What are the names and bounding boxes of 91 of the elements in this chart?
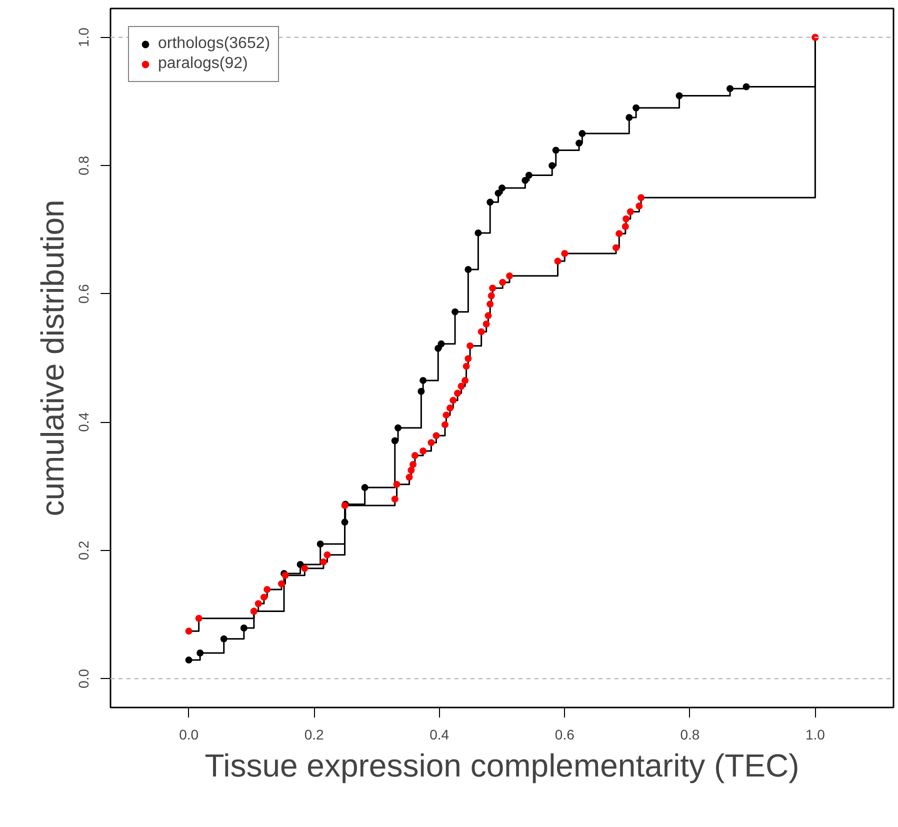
point	[260, 594, 268, 601]
point	[576, 140, 583, 147]
point	[474, 229, 482, 236]
point	[442, 421, 448, 428]
point	[428, 439, 435, 446]
point	[612, 244, 620, 252]
point	[406, 474, 413, 481]
point	[434, 344, 442, 352]
point	[506, 272, 514, 280]
point	[394, 424, 402, 432]
x-tick-label: 0.4	[430, 726, 450, 742]
point	[393, 480, 400, 488]
point	[320, 558, 327, 566]
point	[240, 624, 248, 632]
x-tick-label: 0.8	[680, 726, 700, 742]
point	[636, 202, 643, 210]
point	[676, 92, 683, 100]
point	[578, 130, 586, 138]
point	[525, 172, 532, 179]
x-axis-title: Tissue expression complementarity (TEC)	[204, 748, 800, 784]
point	[220, 635, 228, 642]
point	[458, 382, 465, 390]
y-tick-label: 1.0	[76, 27, 92, 48]
point	[185, 656, 192, 664]
point	[626, 114, 633, 122]
point	[552, 146, 560, 154]
y-tick-label: 0.8	[76, 156, 92, 176]
point	[296, 561, 304, 568]
point	[494, 190, 502, 197]
point	[464, 355, 472, 362]
x-tick-label: 0.0	[179, 726, 199, 742]
point	[452, 308, 459, 316]
point	[442, 412, 450, 419]
point	[632, 104, 640, 112]
point	[488, 292, 495, 300]
point	[522, 176, 529, 184]
point	[361, 484, 368, 492]
point	[324, 551, 331, 558]
point	[464, 266, 472, 273]
point	[438, 340, 445, 348]
point	[462, 376, 469, 384]
point	[196, 649, 204, 656]
point	[432, 432, 440, 440]
y-tick-label: 0.4	[76, 412, 92, 432]
point	[254, 600, 262, 608]
point	[418, 388, 425, 395]
point	[498, 184, 506, 192]
point	[411, 452, 418, 459]
point	[278, 580, 286, 588]
point	[301, 564, 308, 572]
point	[410, 460, 417, 468]
point	[638, 194, 645, 202]
y-axis-title: cumulative distribution	[34, 200, 70, 516]
point	[454, 390, 462, 397]
point	[622, 223, 629, 230]
point	[616, 230, 623, 238]
point	[466, 342, 474, 350]
point	[450, 396, 457, 404]
x-tick-label: 0.6	[554, 726, 575, 742]
point	[726, 85, 734, 92]
point	[420, 376, 427, 384]
point	[561, 250, 568, 257]
y-tick-label: 0.0	[76, 668, 92, 688]
point	[462, 362, 470, 370]
legend-label: orthologs(3652)	[158, 35, 270, 53]
point	[391, 437, 398, 444]
point	[195, 614, 202, 622]
point	[548, 162, 556, 170]
legend-label: paralogs(92)	[158, 55, 248, 73]
point	[554, 258, 562, 265]
point	[478, 328, 485, 336]
point	[408, 466, 415, 474]
y-tick-label: 0.6	[76, 284, 92, 304]
point	[391, 496, 398, 503]
point	[482, 320, 490, 328]
point	[626, 208, 634, 216]
point	[316, 540, 324, 548]
point	[486, 300, 494, 308]
point	[484, 312, 492, 320]
x-tick-label: 0.2	[304, 726, 324, 742]
point	[622, 215, 630, 222]
point	[185, 628, 192, 635]
point	[499, 278, 506, 286]
point	[264, 586, 271, 593]
point	[420, 447, 427, 454]
y-tick-label: 0.2	[76, 540, 92, 560]
point	[486, 198, 494, 206]
point	[489, 284, 496, 292]
point	[742, 83, 750, 90]
point	[446, 404, 454, 412]
x-tick-label: 1.0	[805, 726, 826, 742]
